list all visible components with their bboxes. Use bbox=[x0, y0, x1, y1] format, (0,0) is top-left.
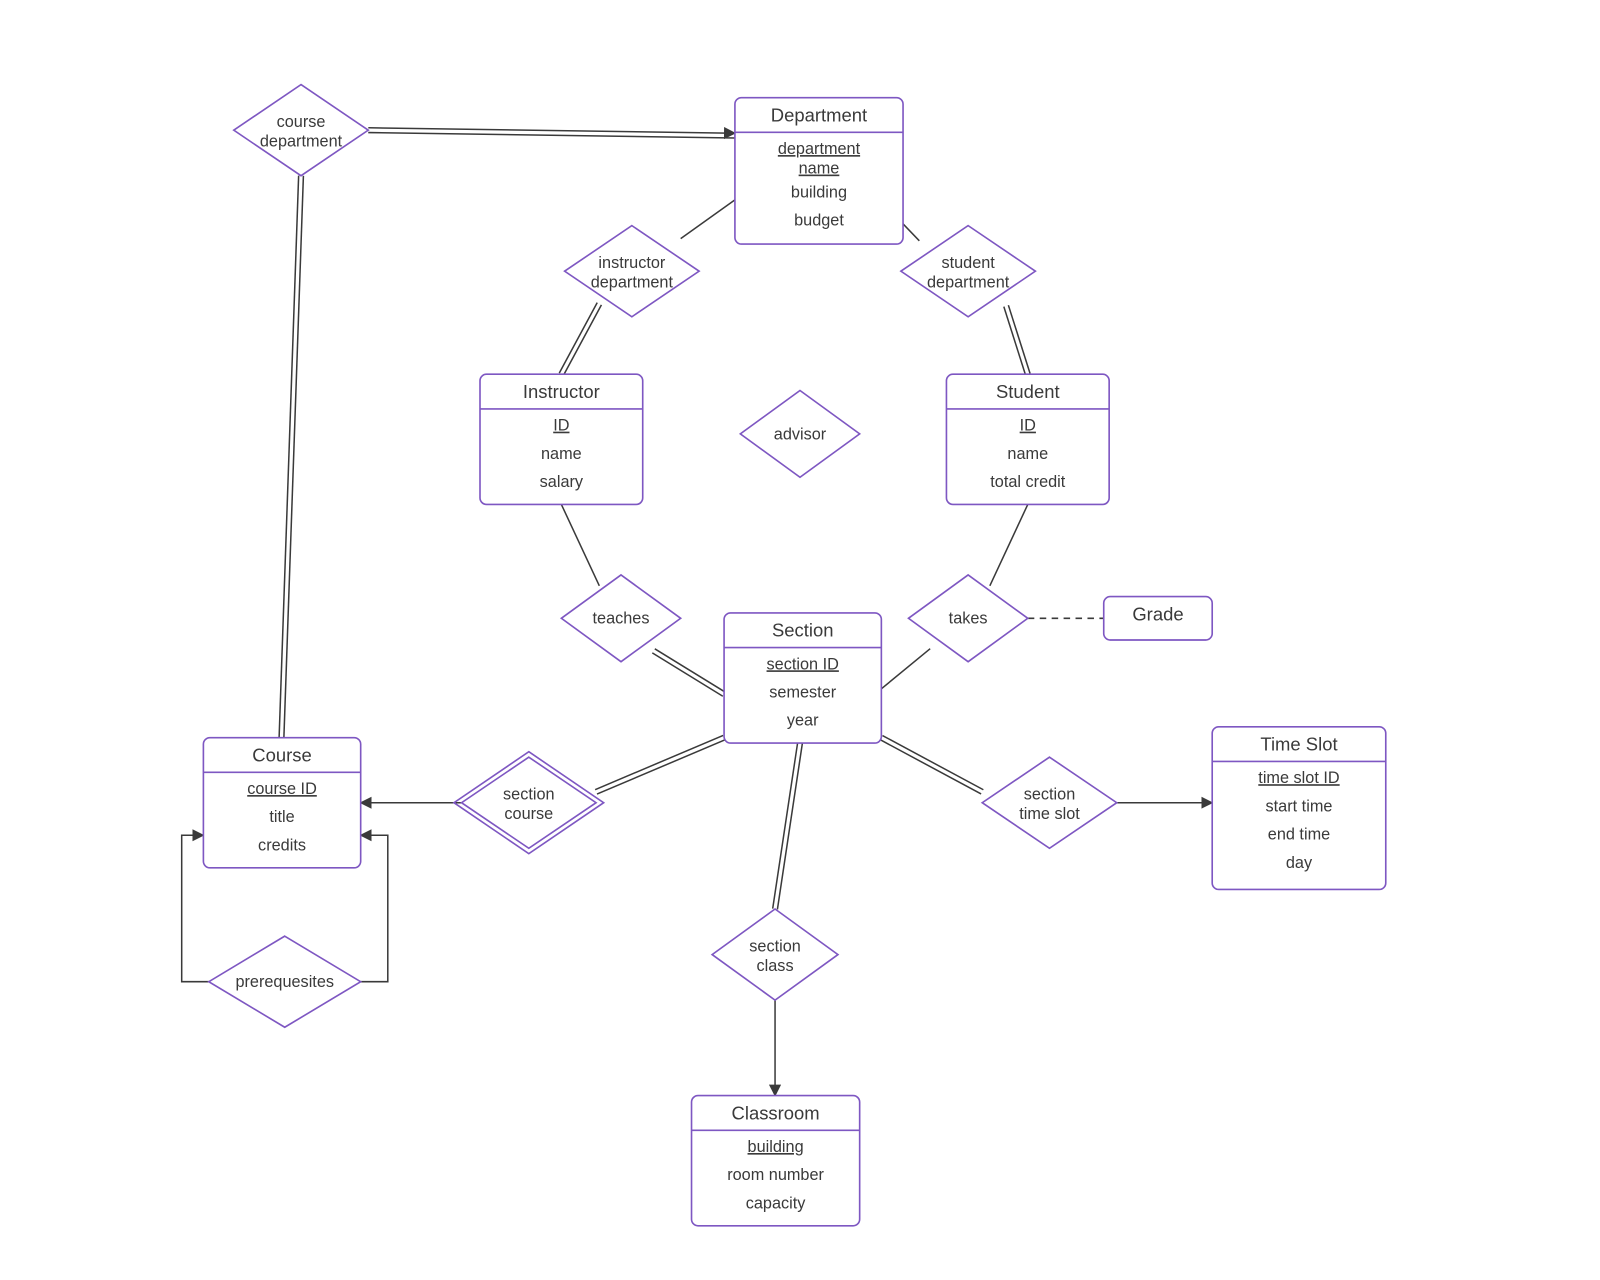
entity-student: Student ID name total credit bbox=[946, 374, 1109, 504]
svg-text:year: year bbox=[787, 712, 819, 730]
svg-text:time slot ID: time slot ID bbox=[1258, 769, 1339, 787]
svg-text:room number: room number bbox=[727, 1166, 824, 1184]
svg-text:budget: budget bbox=[794, 212, 844, 230]
svg-text:Course: Course bbox=[252, 744, 311, 765]
svg-text:prerequesites: prerequesites bbox=[235, 973, 334, 991]
svg-text:Time Slot: Time Slot bbox=[1260, 734, 1337, 755]
entity-grade: Grade bbox=[1104, 597, 1212, 640]
svg-text:ID: ID bbox=[553, 417, 569, 435]
entity-course: Course course ID title credits bbox=[203, 738, 360, 868]
svg-text:name: name bbox=[541, 445, 582, 463]
svg-text:Section: Section bbox=[772, 620, 834, 641]
svg-text:course: course bbox=[504, 805, 553, 823]
svg-text:department: department bbox=[778, 140, 861, 158]
svg-text:capacity: capacity bbox=[746, 1194, 807, 1212]
svg-text:section ID: section ID bbox=[767, 655, 839, 673]
svg-text:section: section bbox=[749, 937, 801, 955]
svg-text:department: department bbox=[260, 132, 343, 150]
svg-text:Classroom: Classroom bbox=[732, 1102, 820, 1123]
svg-text:title: title bbox=[269, 808, 294, 826]
svg-text:student: student bbox=[941, 254, 995, 272]
svg-text:advisor: advisor bbox=[774, 425, 827, 443]
relationship-instructor_department: instructordepartment bbox=[565, 226, 700, 317]
relationship-teaches: teaches bbox=[561, 575, 680, 662]
er-diagram: coursedepartmentinstructordepartmentstud… bbox=[0, 0, 1600, 1280]
relationship-prerequisites: prerequesites bbox=[209, 936, 361, 1027]
svg-text:Student: Student bbox=[996, 381, 1060, 402]
svg-text:Grade: Grade bbox=[1132, 603, 1183, 624]
svg-text:Instructor: Instructor bbox=[523, 381, 600, 402]
svg-text:salary: salary bbox=[540, 473, 584, 491]
relationship-section_timeslot: section time slot bbox=[982, 757, 1117, 848]
svg-text:Department: Department bbox=[771, 104, 867, 125]
svg-text:class: class bbox=[757, 957, 794, 975]
svg-text:time slot: time slot bbox=[1019, 805, 1080, 823]
entity-department: Department department name building budget bbox=[735, 98, 903, 244]
svg-text:total credit: total credit bbox=[990, 473, 1066, 491]
svg-text:takes: takes bbox=[949, 610, 988, 628]
relationship-takes: takes bbox=[908, 575, 1027, 662]
svg-text:credits: credits bbox=[258, 836, 306, 854]
relationship-course_department: coursedepartment bbox=[234, 85, 369, 176]
entity-instructor: Instructor ID name salary bbox=[480, 374, 643, 504]
svg-text:teaches: teaches bbox=[593, 610, 650, 628]
entity-timeslot: Time Slot time slot ID start time end time d… bbox=[1212, 727, 1386, 890]
svg-text:department: department bbox=[591, 273, 674, 291]
entity-section: Section section ID semester year bbox=[724, 613, 881, 743]
relationship-section_course: section course bbox=[454, 752, 604, 854]
svg-text:ID: ID bbox=[1020, 417, 1036, 435]
svg-text:course ID: course ID bbox=[247, 780, 317, 798]
entity-classroom: Classroom building room number capacity bbox=[692, 1096, 860, 1226]
svg-text:section: section bbox=[503, 785, 555, 803]
relationship-advisor: advisor bbox=[740, 391, 859, 478]
svg-text:day: day bbox=[1286, 854, 1313, 872]
svg-text:name: name bbox=[799, 160, 840, 178]
svg-text:end time: end time bbox=[1268, 826, 1330, 844]
svg-text:name: name bbox=[1007, 445, 1048, 463]
svg-text:building: building bbox=[791, 183, 847, 201]
relationship-student_department: studentdepartment bbox=[901, 226, 1036, 317]
svg-text:start time: start time bbox=[1266, 797, 1333, 815]
svg-text:department: department bbox=[927, 273, 1010, 291]
svg-text:semester: semester bbox=[769, 683, 836, 701]
svg-text:building: building bbox=[748, 1138, 804, 1156]
svg-text:section: section bbox=[1024, 785, 1076, 803]
svg-text:course: course bbox=[277, 113, 326, 131]
relationship-section_class: section class bbox=[712, 909, 838, 1000]
svg-text:instructor: instructor bbox=[598, 254, 665, 272]
